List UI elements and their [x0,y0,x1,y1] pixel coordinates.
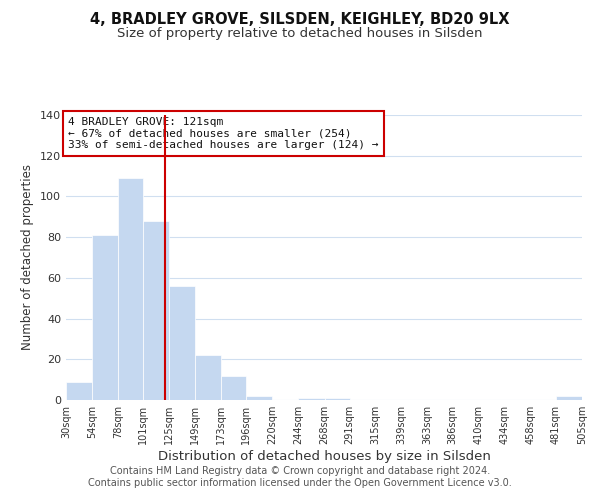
Bar [298,398,325,400]
Bar [66,382,92,400]
Bar [556,396,582,400]
Bar [247,396,272,400]
Bar [169,286,195,400]
Bar [325,398,350,400]
Bar [92,235,118,400]
Text: 4, BRADLEY GROVE, SILSDEN, KEIGHLEY, BD20 9LX: 4, BRADLEY GROVE, SILSDEN, KEIGHLEY, BD2… [90,12,510,28]
Bar [143,221,169,400]
Bar [195,355,221,400]
Bar [221,376,247,400]
Text: 4 BRADLEY GROVE: 121sqm
← 67% of detached houses are smaller (254)
33% of semi-d: 4 BRADLEY GROVE: 121sqm ← 67% of detache… [68,117,379,150]
Text: Size of property relative to detached houses in Silsden: Size of property relative to detached ho… [117,28,483,40]
X-axis label: Distribution of detached houses by size in Silsden: Distribution of detached houses by size … [158,450,490,463]
Bar [118,178,143,400]
Y-axis label: Number of detached properties: Number of detached properties [22,164,34,350]
Text: Contains HM Land Registry data © Crown copyright and database right 2024.
Contai: Contains HM Land Registry data © Crown c… [88,466,512,487]
